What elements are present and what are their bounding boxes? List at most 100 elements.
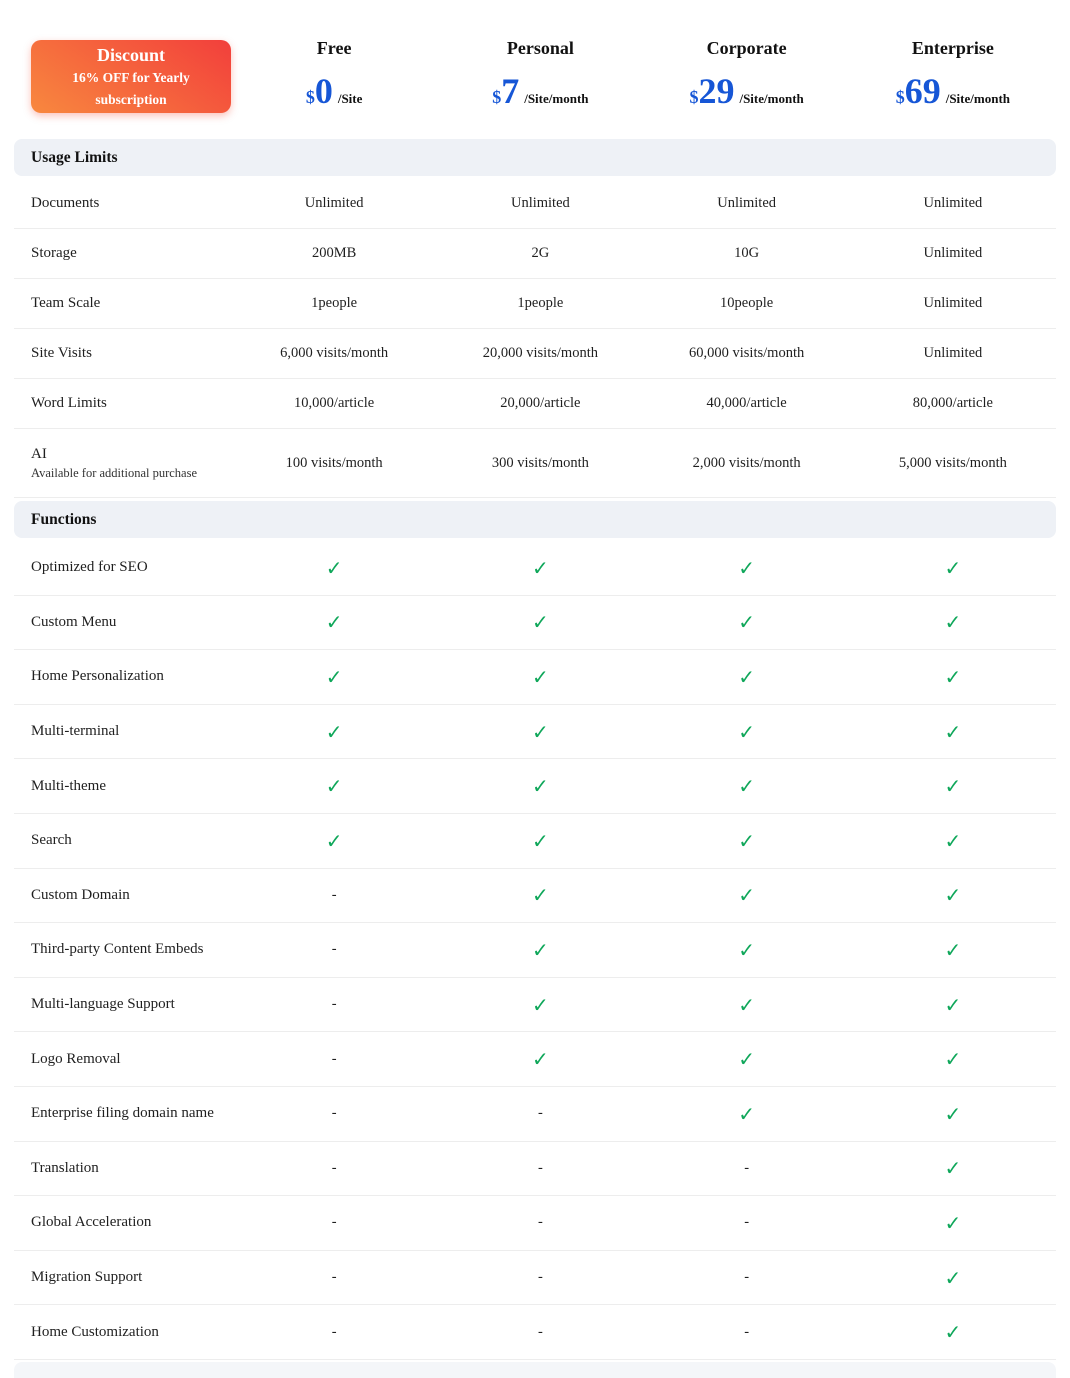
- dash-placeholder: -: [331, 941, 337, 958]
- dash-placeholder: -: [331, 996, 337, 1013]
- check-icon: ✓: [531, 883, 549, 908]
- cell-value: Unlimited: [923, 345, 983, 361]
- table-row: Multi-theme ✓ ✓ ✓ ✓: [14, 759, 1056, 814]
- table-row: Optimized for SEO ✓ ✓ ✓ ✓: [14, 541, 1056, 596]
- check-icon: ✓: [944, 1101, 962, 1126]
- check-icon: ✓: [944, 1210, 962, 1235]
- discount-title: Discount: [96, 44, 165, 65]
- row-label: Translation: [14, 1160, 231, 1177]
- row-label: Multi-language Support: [14, 996, 231, 1013]
- section-title: Usage Limits: [31, 148, 118, 166]
- plan-price: $ 29 /Site/month: [689, 73, 803, 109]
- table-row: Home Personalization ✓ ✓ ✓ ✓: [14, 650, 1056, 705]
- plan-column-corporate: Corporate $ 29 /Site/month: [644, 0, 850, 139]
- check-icon: ✓: [944, 555, 962, 580]
- check-icon: ✓: [738, 937, 755, 962]
- plan-name: Corporate: [706, 38, 787, 58]
- cell-value: Unlimited: [923, 245, 983, 261]
- row-label-text: Multi-language Support: [31, 996, 175, 1013]
- dash-placeholder: -: [331, 1214, 337, 1231]
- row-label: Multi-terminal: [14, 723, 231, 740]
- cell-value: 40,000/article: [706, 395, 787, 411]
- row-label-text: Site Visits: [31, 345, 92, 361]
- check-icon: ✓: [738, 883, 755, 908]
- check-icon: ✓: [325, 719, 343, 744]
- table-row: Custom Menu ✓ ✓ ✓ ✓: [14, 596, 1056, 651]
- dash-placeholder: -: [744, 1323, 750, 1340]
- row-label: Documents: [14, 195, 231, 212]
- check-icon: ✓: [325, 610, 343, 635]
- row-label-text: Migration Support: [31, 1269, 143, 1286]
- row-sublabel-text: Available for additional purchase: [31, 465, 198, 480]
- dash-placeholder: -: [537, 1214, 543, 1231]
- row-label-text: Custom Domain: [31, 886, 130, 903]
- price-number: 7: [501, 71, 520, 111]
- plan-column-personal: Personal $ 7 /Site/month: [437, 0, 643, 139]
- price-number: 69: [904, 71, 941, 111]
- check-icon: ✓: [325, 664, 343, 689]
- table-row: AI Available for additional purchase 100 v…: [14, 429, 1056, 498]
- plan-price: $ 0 /Site: [306, 73, 363, 109]
- cell-value: 20,000 visits/month: [482, 345, 598, 361]
- row-label-text: Enterprise filing domain name: [31, 1105, 214, 1122]
- price-unit: /Site: [337, 91, 363, 106]
- check-icon: ✓: [325, 828, 343, 853]
- price-number: 29: [698, 71, 735, 111]
- table-row: Global Acceleration - - - ✓: [14, 1196, 1056, 1251]
- cell-value: 10,000/article: [294, 395, 375, 411]
- table-row: Storage 200MB 2G 10G Unlimited: [14, 229, 1056, 279]
- next-section-bar-partial: [14, 1361, 1056, 1378]
- row-label: Home Personalization: [14, 668, 231, 685]
- row-label-text: Third-party Content Embeds: [31, 941, 204, 958]
- price-number: 0: [314, 71, 333, 111]
- row-label: Team Scale: [14, 295, 231, 312]
- check-icon: ✓: [944, 1320, 962, 1345]
- cell-value: 100 visits/month: [285, 454, 383, 471]
- row-label: AI Available for additional purchase: [14, 446, 231, 481]
- row-label-text: Home Personalization: [31, 668, 164, 685]
- check-icon: ✓: [531, 610, 549, 635]
- row-label-text: Multi-terminal: [31, 723, 120, 740]
- pricing-table-page: Discount 16% OFF for Yearly subscription…: [14, 0, 1056, 1378]
- table-row: Team Scale 1people 1people 10people Unlimite…: [14, 279, 1056, 329]
- section-rows: Optimized for SEO ✓ ✓ ✓ ✓ Custom Menu ✓ ✓ ✓ ✓ Home…: [14, 541, 1056, 1360]
- dash-placeholder: -: [744, 1214, 750, 1231]
- price-currency: $: [492, 87, 502, 107]
- row-label: Search: [14, 832, 231, 849]
- check-icon: ✓: [944, 664, 962, 689]
- row-label: Site Visits: [14, 345, 231, 362]
- cell-value: 200MB: [311, 245, 357, 261]
- row-label-text: Home Customization: [31, 1323, 159, 1340]
- row-label-text: Global Acceleration: [31, 1214, 152, 1231]
- price-currency: $: [305, 87, 315, 107]
- row-label: Third-party Content Embeds: [14, 941, 231, 958]
- table-row: Home Customization - - - ✓: [14, 1305, 1056, 1360]
- row-label: Enterprise filing domain name: [14, 1105, 231, 1122]
- cell-value: Unlimited: [304, 195, 364, 211]
- dash-placeholder: -: [537, 1323, 543, 1340]
- table-row: Site Visits 6,000 visits/month 20,000 visi…: [14, 329, 1056, 379]
- row-label-text: Team Scale: [31, 295, 101, 311]
- plan-column-enterprise: Enterprise $ 69 /Site/month: [850, 0, 1056, 139]
- cell-value: 6,000 visits/month: [280, 345, 389, 361]
- section-header-bar: Functions: [14, 501, 1056, 538]
- check-icon: ✓: [944, 719, 962, 744]
- cell-value: 20,000/article: [500, 395, 581, 411]
- check-icon: ✓: [531, 719, 549, 744]
- section-title: Functions: [31, 510, 97, 528]
- table-row: Translation - - - ✓: [14, 1142, 1056, 1197]
- dash-placeholder: -: [331, 1323, 337, 1340]
- plan-column-free: Free $ 0 /Site: [231, 0, 437, 139]
- check-icon: ✓: [944, 883, 962, 908]
- row-label-text: Word Limits: [31, 395, 107, 411]
- row-label-text: Optimized for SEO: [31, 559, 148, 576]
- cell-value: 80,000/article: [912, 395, 993, 411]
- check-icon: ✓: [738, 992, 755, 1017]
- row-label: Custom Domain: [14, 887, 231, 904]
- check-icon: ✓: [531, 992, 549, 1017]
- row-label-text: Multi-theme: [31, 777, 106, 794]
- table-row: Third-party Content Embeds - ✓ ✓ ✓: [14, 923, 1056, 978]
- section-rows: Documents Unlimited Unlimited Unlimited Unli…: [14, 179, 1056, 498]
- dash-placeholder: -: [331, 886, 337, 903]
- check-icon: ✓: [738, 664, 755, 689]
